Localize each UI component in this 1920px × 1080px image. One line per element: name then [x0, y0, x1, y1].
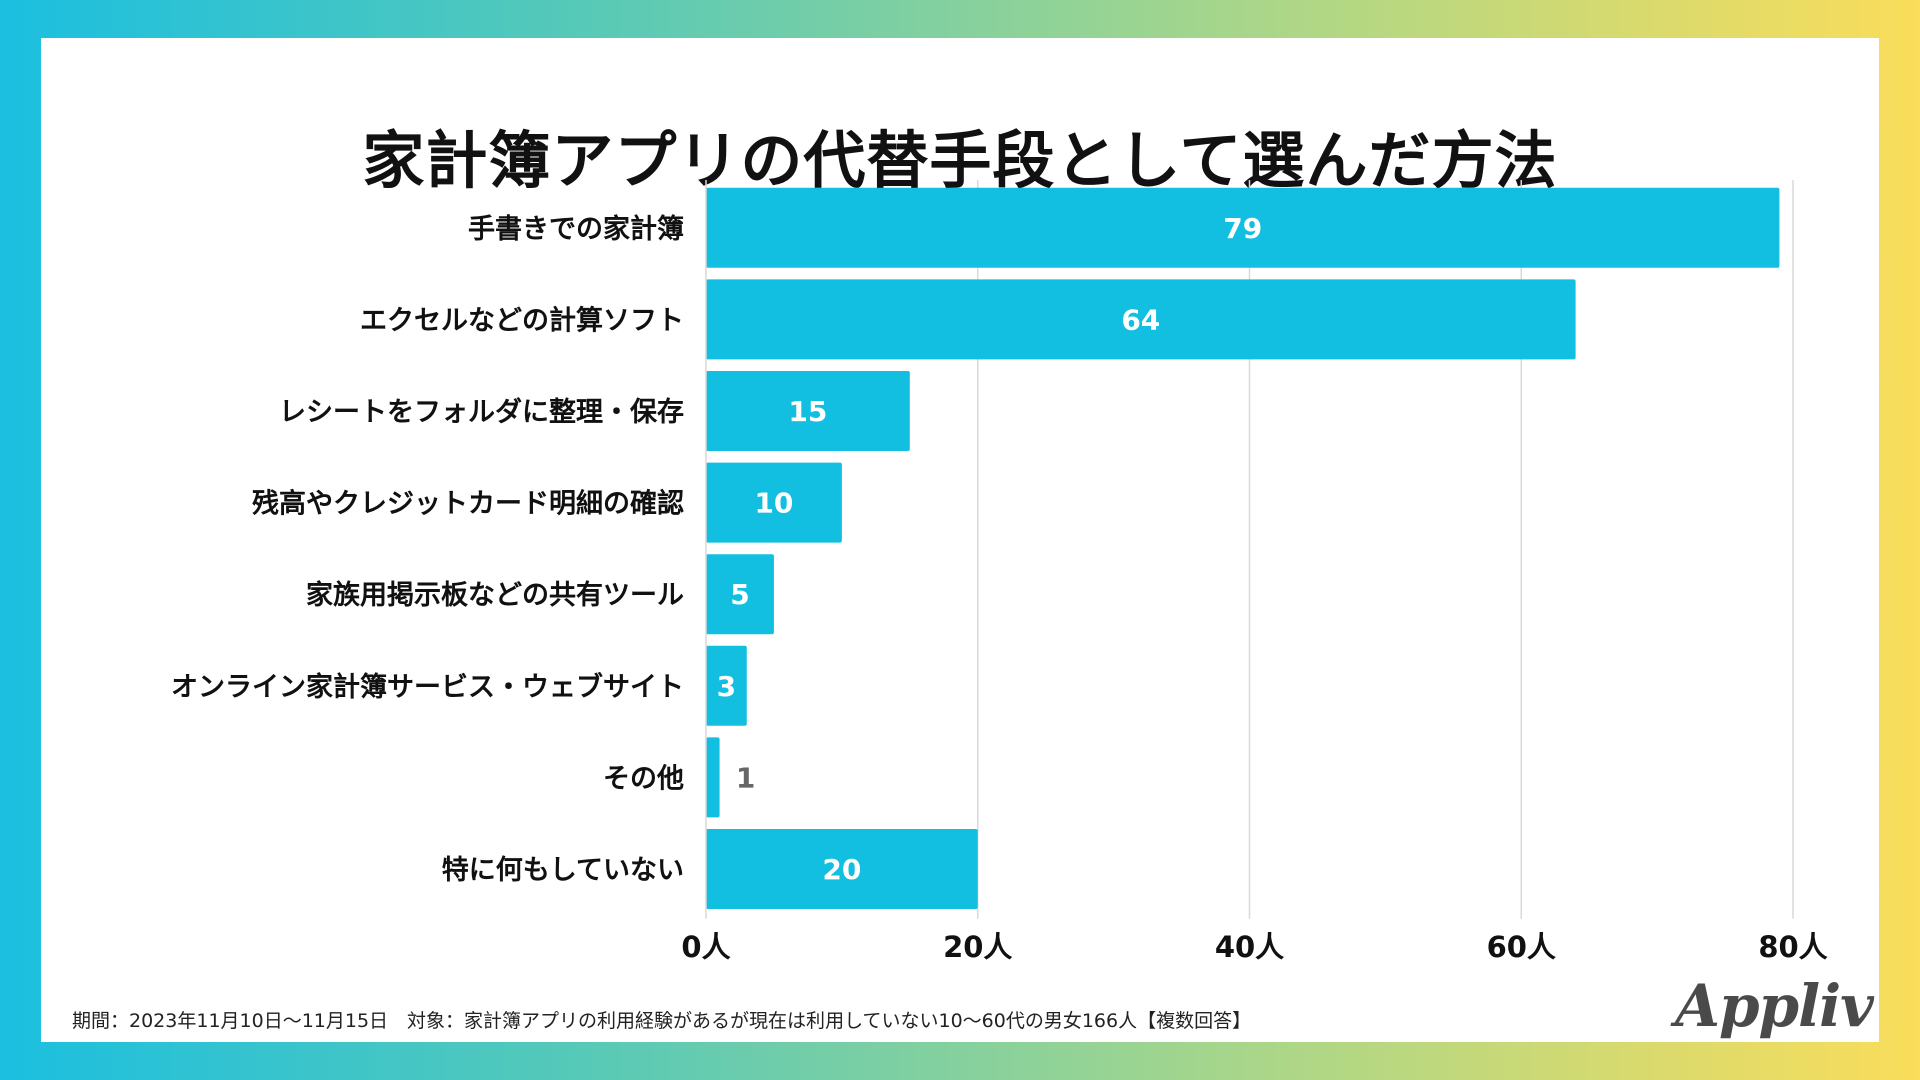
category-label: 手書きでの家計簿 — [468, 213, 684, 245]
category-label: 家族用掲示板などの共有ツール — [306, 579, 684, 611]
category-label: 残高やクレジットカード明細の確認 — [252, 488, 684, 520]
category-label: レシートをフォルダに整理・保存 — [279, 396, 684, 428]
chart-card: 家計簿アプリの代替手段として選んだ方法 手書きでの家計簿 79 エクセルなどの計算ソ… — [41, 38, 1879, 1042]
appliv-logo: Appliv — [1675, 972, 1874, 1040]
bar — [706, 645, 747, 726]
tick-label: 40人 — [1215, 930, 1284, 964]
data-label: 5 — [730, 578, 749, 611]
data-label: 64 — [1121, 303, 1160, 336]
bar — [706, 554, 774, 635]
category-label: オンライン家計簿サービス・ウェブサイト — [171, 671, 684, 703]
data-label: 15 — [788, 395, 827, 428]
bar — [706, 829, 978, 909]
data-label: 20 — [822, 853, 861, 886]
tick-label: 20人 — [943, 930, 1012, 964]
tick-label: 60人 — [1487, 930, 1556, 964]
tick-label: 80人 — [1758, 930, 1827, 964]
bar — [706, 462, 842, 543]
bar — [706, 737, 720, 818]
category-label: 特に何もしていない — [442, 855, 684, 886]
tick-label: 0人 — [681, 930, 730, 964]
data-label: 1 — [736, 761, 755, 794]
category-label: その他 — [603, 763, 684, 794]
data-label: 3 — [717, 670, 736, 703]
bar — [706, 371, 910, 451]
chart-title: 家計簿アプリの代替手段として選んだ方法 — [362, 124, 1558, 197]
data-label: 79 — [1223, 212, 1262, 245]
footnote: 期間：2023年11月10日〜11月15日 対象：家計簿アプリの利用経験があるが… — [72, 1010, 1252, 1032]
bar — [706, 187, 1780, 268]
data-label: 10 — [754, 487, 793, 520]
category-label: エクセルなどの計算ソフト — [360, 304, 684, 336]
bar — [706, 279, 1576, 360]
bar-chart: 手書きでの家計簿 79 エクセルなどの計算ソフト 64 レシートをフォルダに整理・保存 1… — [171, 180, 1828, 964]
